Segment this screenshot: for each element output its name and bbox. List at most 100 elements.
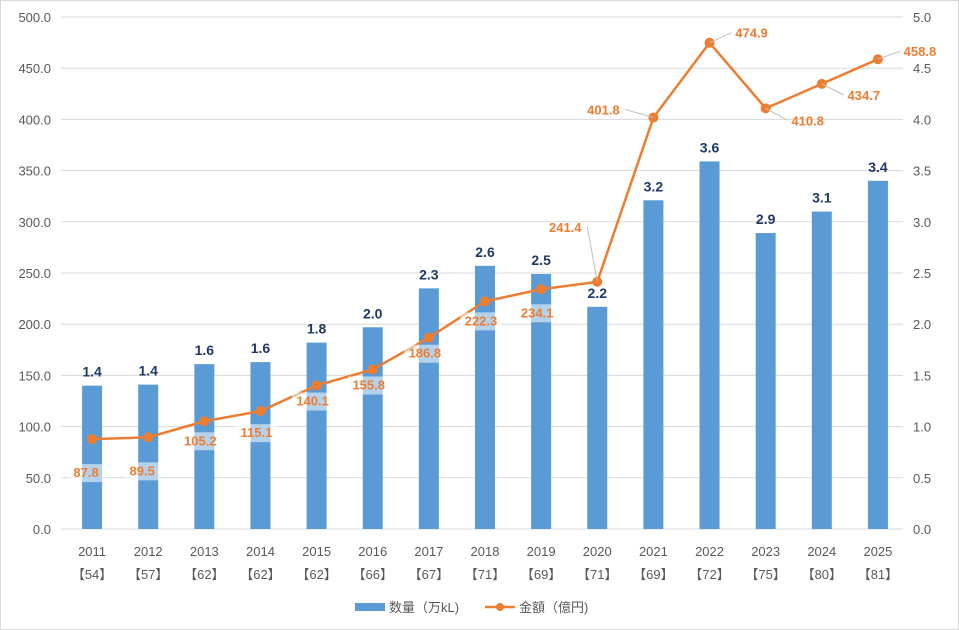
axes: 0.0 0.0 50.0 0.5 100.0 1.0 150.0 1.5 200.0 2.0 250… — [18, 10, 931, 582]
line-label: 241.4 — [549, 220, 582, 235]
x-axis-tick: 2023 — [751, 544, 780, 559]
left-axis-tick: 200.0 — [18, 317, 51, 332]
line-label: 105.2 — [184, 433, 217, 448]
x-axis-sublabel: 【66】 — [352, 567, 392, 582]
bar — [306, 342, 327, 529]
bar-label: 3.2 — [644, 178, 664, 194]
line-label: 410.8 — [791, 113, 824, 128]
line-label: 89.5 — [130, 463, 155, 478]
x-axis-tick: 2018 — [471, 544, 500, 559]
label-background — [235, 424, 278, 443]
bar — [699, 161, 720, 529]
legend: 数量（万kL) 金額（億円) — [355, 600, 588, 615]
left-axis-tick: 500.0 — [18, 10, 51, 25]
bar — [531, 274, 552, 529]
right-axis-tick: 0.5 — [913, 471, 931, 486]
line-label: 234.1 — [521, 305, 554, 320]
left-axis-tick: 450.0 — [18, 61, 51, 76]
line-marker — [255, 406, 266, 417]
bar-label: 2.0 — [363, 305, 383, 321]
left-axis-tick: 400.0 — [18, 112, 51, 127]
bar-label: 1.4 — [82, 364, 102, 380]
leader-line — [586, 226, 598, 282]
left-axis-tick: 150.0 — [18, 368, 51, 383]
x-axis-sublabel: 【71】 — [577, 567, 617, 582]
x-axis-tick: 2020 — [583, 544, 612, 559]
x-axis-tick: 2022 — [695, 544, 724, 559]
right-axis-tick: 0.0 — [913, 522, 931, 537]
right-axis-tick: 3.0 — [913, 215, 931, 230]
left-axis-tick: 350.0 — [18, 164, 51, 179]
line-marker — [143, 432, 154, 443]
line-marker — [311, 380, 322, 391]
x-axis-tick: 2014 — [246, 544, 275, 559]
right-axis-tick: 4.0 — [913, 112, 931, 127]
x-axis-sublabel: 【75】 — [745, 567, 785, 582]
leader-line — [877, 50, 901, 60]
label-background — [69, 464, 104, 483]
x-axis-sublabel: 【67】 — [409, 567, 449, 582]
x-axis-sublabel: 【62】 — [240, 567, 280, 582]
leader-line — [625, 109, 654, 119]
bar-label: 2.2 — [588, 285, 608, 301]
bar-label: 2.6 — [475, 244, 495, 260]
line-label: 434.7 — [848, 88, 881, 103]
right-axis-tick: 2.0 — [913, 317, 931, 332]
x-axis-tick: 2016 — [358, 544, 387, 559]
bar — [475, 265, 495, 529]
x-axis-tick: 2025 — [863, 544, 892, 559]
legend-line-label: 金額（億円) — [519, 600, 588, 615]
bar-label: 3.6 — [700, 139, 720, 155]
bar-label: 1.6 — [251, 340, 271, 356]
bar-label: 1.4 — [138, 363, 158, 379]
bar-label: 1.8 — [307, 321, 327, 337]
right-axis-tick: 1.5 — [913, 368, 931, 383]
bar — [418, 288, 439, 529]
line-label: 458.8 — [904, 44, 937, 59]
line-marker — [536, 284, 547, 295]
bar-label: 2.9 — [756, 211, 776, 227]
right-axis-tick: 3.5 — [913, 164, 931, 179]
bar-label: 3.4 — [868, 159, 888, 175]
x-axis-sublabel: 【69】 — [633, 567, 673, 582]
bar — [587, 306, 608, 529]
leader-line — [821, 83, 845, 96]
line-label: 140.1 — [296, 394, 329, 409]
bar — [811, 211, 832, 529]
x-axis-sublabel: 【62】 — [184, 567, 224, 582]
bar-label: 2.3 — [419, 266, 439, 282]
label-background — [516, 304, 558, 323]
label-background — [125, 462, 160, 481]
x-axis-sublabel: 【69】 — [521, 567, 561, 582]
line-label: 186.8 — [409, 346, 442, 361]
x-axis-sublabel: 【71】 — [465, 567, 505, 582]
left-axis-tick: 0.0 — [33, 522, 51, 537]
line-label: 155.8 — [352, 377, 385, 392]
bar — [755, 233, 776, 529]
line-label: 222.3 — [465, 313, 498, 328]
bar — [643, 200, 664, 529]
right-axis-tick: 4.5 — [913, 61, 931, 76]
leader-line — [765, 107, 788, 121]
x-axis-tick: 2015 — [302, 544, 331, 559]
left-axis-tick: 50.0 — [26, 471, 51, 486]
legend-bar-swatch — [355, 603, 385, 611]
bar — [138, 384, 159, 529]
line-marker — [87, 434, 98, 445]
label-background — [291, 392, 334, 411]
x-axis-tick: 2021 — [639, 544, 668, 559]
line-label: 115.1 — [241, 425, 273, 440]
bar-label: 3.1 — [812, 190, 832, 206]
x-axis-tick: 2012 — [134, 544, 163, 559]
bar — [362, 327, 383, 529]
bar — [82, 385, 103, 529]
right-axis-tick: 5.0 — [913, 10, 931, 25]
left-axis-tick: 250.0 — [18, 266, 51, 281]
line-marker — [423, 332, 434, 343]
line-label: 474.9 — [735, 26, 768, 41]
line-marker — [367, 364, 378, 375]
x-axis-sublabel: 【54】 — [72, 567, 112, 582]
bar-label: 2.5 — [531, 252, 551, 268]
x-axis-tick: 2017 — [414, 544, 443, 559]
